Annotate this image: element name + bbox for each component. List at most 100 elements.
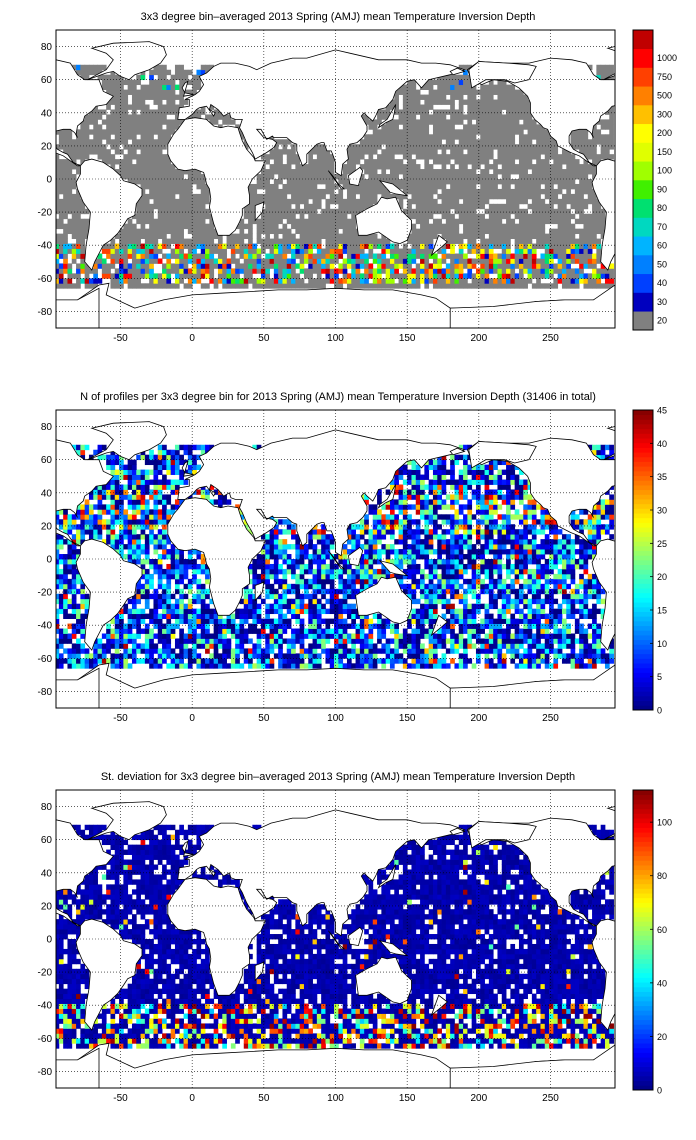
heatmap-cell	[63, 263, 68, 269]
heatmap-cell	[291, 248, 296, 254]
heatmap-cell	[394, 283, 399, 289]
heatmap-cell	[144, 263, 150, 269]
heatmap-cell	[531, 149, 537, 155]
heatmap-cell	[514, 643, 520, 649]
heatmap-cell	[493, 213, 498, 220]
heatmap-cell	[450, 84, 455, 90]
heatmap-cell	[196, 258, 202, 264]
heatmap-cell	[510, 278, 516, 284]
heatmap-cell	[67, 278, 73, 284]
heatmap-cell	[269, 198, 275, 205]
heatmap-cell	[316, 643, 322, 649]
heatmap-cell	[56, 129, 60, 135]
heatmap-cell	[140, 648, 146, 654]
heatmap-cell	[76, 243, 81, 249]
heatmap-cell	[179, 89, 184, 95]
heatmap-cell	[493, 193, 498, 200]
heatmap-cell	[510, 633, 516, 639]
heatmap-cell	[84, 119, 90, 125]
heatmap-cell	[437, 114, 442, 120]
heatmap-cell	[385, 658, 391, 664]
heatmap-cell	[282, 663, 288, 669]
heatmap-cell	[510, 618, 516, 624]
heatmap-cell	[493, 653, 498, 659]
heatmap-cell	[506, 618, 511, 624]
heatmap-cell	[364, 273, 369, 279]
heatmap-cell	[162, 164, 167, 170]
heatmap-cell	[119, 253, 124, 259]
heatmap-cell	[549, 174, 554, 180]
heatmap-cell	[123, 233, 129, 239]
heatmap-cell	[312, 188, 318, 195]
heatmap-cell	[222, 653, 227, 659]
heatmap-cell	[389, 638, 395, 644]
heatmap-cell	[428, 79, 434, 86]
heatmap-cell	[531, 134, 537, 140]
heatmap-cell	[385, 179, 391, 185]
heatmap-cell	[467, 623, 473, 629]
heatmap-cell	[592, 213, 597, 220]
heatmap-cell	[394, 658, 399, 664]
heatmap-cell	[153, 633, 159, 639]
heatmap-cell	[467, 104, 473, 110]
heatmap-cell	[291, 223, 296, 230]
heatmap-cell	[265, 218, 270, 225]
heatmap-cell	[600, 139, 606, 145]
heatmap-cell	[493, 643, 498, 649]
heatmap-cell	[174, 273, 180, 279]
heatmap-cell	[566, 243, 571, 249]
heatmap-cell	[484, 663, 490, 669]
heatmap-cell	[273, 243, 279, 249]
heatmap-cell	[506, 164, 511, 170]
heatmap-cell	[217, 638, 223, 644]
heatmap-cell	[269, 638, 275, 644]
heatmap-cell	[351, 159, 356, 165]
axes-frame	[55, 29, 616, 329]
heatmap-cell	[321, 633, 326, 639]
heatmap-cell	[467, 179, 473, 185]
heatmap-cell	[58, 164, 64, 170]
heatmap-cell	[110, 159, 116, 165]
heatmap-cell	[463, 638, 468, 644]
heatmap-cell	[445, 188, 451, 195]
heatmap-cell	[566, 283, 571, 289]
heatmap-cell	[432, 99, 438, 105]
heatmap-cell	[76, 273, 81, 279]
heatmap-cell	[84, 154, 90, 160]
heatmap-cell	[351, 208, 356, 215]
heatmap-cell	[71, 198, 77, 205]
heatmap-cell	[471, 603, 477, 610]
heatmap-cell	[342, 208, 348, 215]
heatmap-cell	[596, 223, 602, 230]
heatmap-cell	[501, 144, 507, 150]
heatmap-cell	[131, 618, 137, 624]
heatmap-cell	[424, 628, 430, 634]
heatmap-cell	[149, 633, 154, 639]
heatmap-cell	[316, 198, 322, 205]
heatmap-cell	[269, 238, 275, 244]
heatmap-cell	[170, 223, 176, 230]
heatmap-cell	[149, 258, 154, 264]
heatmap-cell	[561, 618, 567, 624]
heatmap-cell	[230, 253, 236, 259]
heatmap-cell	[299, 253, 305, 259]
heatmap-cell	[101, 263, 107, 269]
heatmap-cell	[56, 248, 60, 254]
heatmap-cell	[506, 643, 511, 649]
heatmap-cell	[527, 129, 533, 135]
heatmap-cell	[265, 603, 270, 610]
heatmap-cell	[192, 273, 197, 279]
heatmap-cell	[587, 263, 593, 269]
heatmap-cell	[428, 653, 434, 659]
heatmap-cell	[420, 228, 425, 235]
heatmap-cell	[600, 268, 606, 274]
heatmap-cell	[286, 603, 292, 610]
heatmap-cell	[458, 119, 464, 125]
heatmap-cell	[110, 653, 116, 659]
heatmap-cell	[76, 64, 81, 71]
heatmap-cell	[56, 159, 60, 165]
heatmap-cell	[325, 278, 331, 284]
heatmap-cell	[510, 179, 516, 185]
heatmap-cell	[514, 638, 520, 644]
